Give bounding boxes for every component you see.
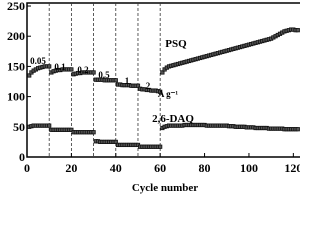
y-tick-label: 100 xyxy=(7,90,25,104)
x-tick-label: 100 xyxy=(240,161,258,175)
marker xyxy=(47,64,52,69)
y-tick-label: 50 xyxy=(13,120,25,134)
annotation: 0.05 xyxy=(30,56,46,66)
marker xyxy=(113,78,118,83)
x-tick-label: 0 xyxy=(24,161,30,175)
annotation: 0.5 xyxy=(98,70,110,80)
x-tick-label: 60 xyxy=(154,161,166,175)
y-tick-label: 200 xyxy=(7,29,25,43)
annotation: 2 xyxy=(146,81,151,91)
y-tick-label: 250 xyxy=(7,0,25,13)
y-tick-label: 150 xyxy=(7,59,25,73)
plot-frame xyxy=(26,2,300,158)
annotation: A g⁻¹ xyxy=(158,89,179,99)
chart: Cycle number 0 50 100 150 200 250 0 20 40 60 80 100… xyxy=(7,0,300,194)
marker xyxy=(295,127,300,132)
marker xyxy=(69,127,74,132)
marker xyxy=(69,67,74,72)
annotation: PSQ xyxy=(165,38,187,50)
marker xyxy=(47,123,52,128)
marker xyxy=(27,73,32,78)
x-axis-label: Cycle number xyxy=(132,182,198,194)
marker xyxy=(135,83,141,88)
y-tick-label: 0 xyxy=(19,150,25,164)
x-tick-label: 40 xyxy=(110,161,122,175)
x-tick-label: 20 xyxy=(65,161,77,175)
marker xyxy=(91,130,96,135)
annotation: 2,6-DAQ xyxy=(152,113,194,125)
x-tick-label: 120 xyxy=(284,161,300,175)
annotation: 0.2 xyxy=(77,65,89,75)
marker xyxy=(113,139,118,145)
marker xyxy=(91,70,96,75)
marker xyxy=(295,28,300,33)
annotation: 1 xyxy=(125,76,130,86)
x-tick-label: 80 xyxy=(199,161,211,175)
marker xyxy=(160,70,165,75)
annotation: 0.1 xyxy=(54,62,66,72)
marker xyxy=(158,89,163,94)
marker xyxy=(158,144,163,149)
